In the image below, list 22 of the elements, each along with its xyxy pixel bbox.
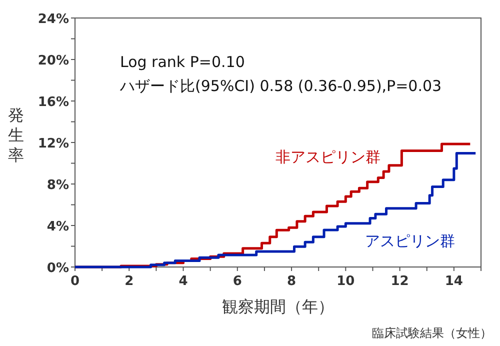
x-tick-label: 12 <box>390 274 409 289</box>
annotation: Log rank P=0.10 <box>120 53 245 71</box>
y-tick-label: 24% <box>38 12 69 27</box>
y-tick-label: 8% <box>46 178 69 193</box>
x-tick-label: 6 <box>232 274 242 289</box>
y-tick-label: 0% <box>46 261 69 276</box>
x-tick-label: 10 <box>336 274 355 289</box>
x-tick-label: 4 <box>178 274 188 289</box>
series-label: アスピリン群 <box>365 232 455 250</box>
y-tick-label: 20% <box>38 54 69 68</box>
text: 臨床試験結果（女性） <box>372 326 492 340</box>
y-tick-label: 4% <box>46 220 69 234</box>
x-tick-label: 14 <box>444 274 463 289</box>
x-tick-label: 0 <box>70 274 80 289</box>
x-tick-label: 8 <box>287 274 296 289</box>
x-axis-title: 観察期間（年） <box>222 297 334 316</box>
annotation: ハザード比(95%CI) 0.58 (0.36-0.95),P=0.03 <box>119 77 442 95</box>
y-axis-title: 発生率 <box>8 106 24 164</box>
series-label: 非アスピリン群 <box>276 148 380 166</box>
y-tick-label: 16% <box>38 95 69 110</box>
x-tick-label: 2 <box>124 274 134 289</box>
y-tick-label: 12% <box>38 136 69 152</box>
